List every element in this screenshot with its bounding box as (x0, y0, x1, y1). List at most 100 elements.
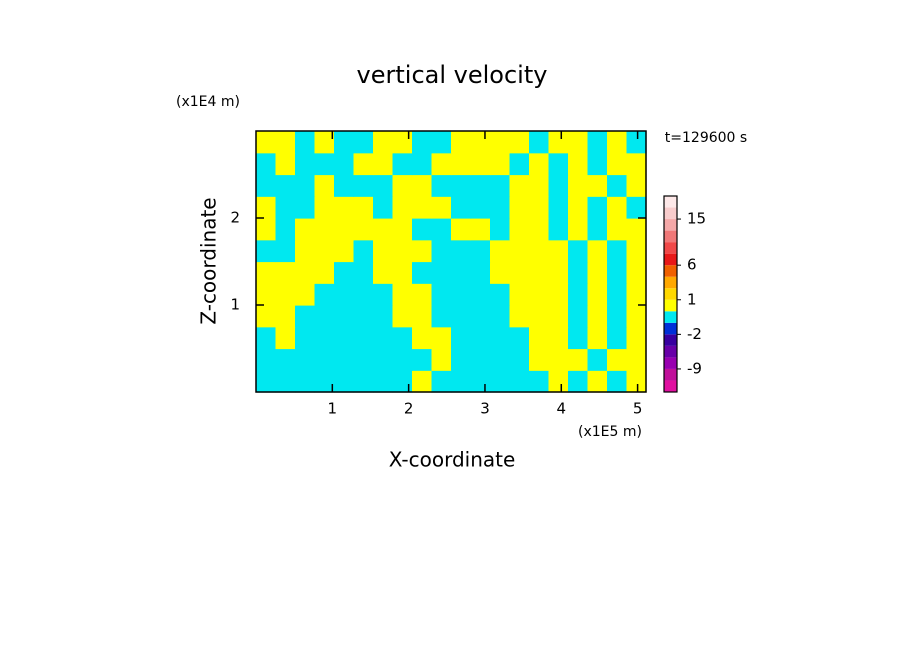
field-cell (275, 283, 296, 306)
field-cell (373, 174, 394, 197)
field-cell (392, 131, 413, 154)
colorbar-segment (664, 196, 677, 208)
field-cell (314, 174, 335, 197)
field-cell (490, 348, 511, 371)
field-cell (587, 305, 608, 328)
field-cell (607, 196, 628, 219)
field-cell (529, 152, 550, 176)
colorbar-segment (664, 242, 677, 254)
colorbar-segment (664, 253, 677, 266)
field-cell (431, 348, 452, 371)
colorbar-tick-label: 15 (687, 210, 706, 228)
field-cell (392, 326, 413, 350)
field-cell (314, 326, 335, 350)
field-cell (431, 174, 452, 197)
field-cell (314, 283, 335, 306)
field-cell (256, 261, 277, 284)
field-cell (256, 196, 277, 219)
field-cell (568, 370, 589, 393)
field-cell (392, 348, 413, 371)
field-cell (275, 348, 296, 371)
field-cell (451, 218, 472, 241)
field-cell (509, 131, 530, 154)
field-cell (548, 196, 569, 219)
field-cell (490, 131, 511, 154)
field-cell (626, 239, 647, 263)
field-cell (314, 348, 335, 371)
field-cell (334, 152, 355, 176)
field-cell (451, 305, 472, 328)
field-cell (412, 131, 433, 154)
field-cell (470, 283, 491, 306)
x-axis-label: X-coordinate (389, 448, 516, 472)
colorbar-segment (664, 334, 677, 346)
field-cell (587, 370, 608, 393)
field-cell (568, 326, 589, 350)
colorbar-segment (664, 368, 677, 381)
field-cell (412, 196, 433, 219)
field-cell (295, 305, 316, 328)
field-cell (431, 152, 452, 176)
field-cell (256, 348, 277, 371)
field-cell (392, 283, 413, 306)
field-cell (548, 239, 569, 263)
field-cell (607, 174, 628, 197)
field-cell (490, 326, 511, 350)
y-unit: (x1E4 m) (176, 94, 240, 110)
field-cell (607, 152, 628, 176)
field-cell (509, 239, 530, 263)
field-cell (529, 305, 550, 328)
field-cell (334, 348, 355, 371)
colorbar-tick-label: 6 (687, 256, 697, 274)
field-cell (275, 152, 296, 176)
colorbar-segment (664, 230, 677, 243)
field-cell (275, 196, 296, 219)
field-cell (295, 348, 316, 371)
field-cell (334, 218, 355, 241)
field-cell (392, 196, 413, 219)
field-cell (470, 326, 491, 350)
field-cell (470, 261, 491, 284)
field-cell (392, 239, 413, 263)
field-cell (626, 326, 647, 350)
colorbar-segment (664, 345, 677, 358)
colorbar-segment (664, 311, 677, 323)
field-cell (509, 370, 530, 393)
field-cell (275, 261, 296, 284)
x-tick-label: 5 (633, 400, 643, 418)
field-cell (626, 370, 647, 393)
field-cell (529, 370, 550, 393)
field-cell (275, 305, 296, 328)
field-cell (548, 326, 569, 350)
field-cell (451, 283, 472, 306)
field-cell (353, 370, 374, 393)
field-cell (626, 196, 647, 219)
field-cell (470, 218, 491, 241)
field-cell (568, 348, 589, 371)
field-cell (509, 174, 530, 197)
field-cell (451, 261, 472, 284)
field-cell (353, 283, 374, 306)
field-cell (568, 261, 589, 284)
field-cell (509, 305, 530, 328)
colorbar-segment (664, 357, 677, 369)
field-cell (568, 196, 589, 219)
field-cell (626, 348, 647, 371)
field-cell (587, 218, 608, 241)
field-cell (431, 370, 452, 393)
field-cell (607, 283, 628, 306)
field-cell (373, 370, 394, 393)
field-cell (587, 131, 608, 154)
chart-title: vertical velocity (357, 61, 548, 89)
field-cell (392, 218, 413, 241)
field-cell (568, 305, 589, 328)
field-cell (314, 152, 335, 176)
field-cell (607, 131, 628, 154)
field-cell (509, 152, 530, 176)
field-cell (412, 348, 433, 371)
field-cell (607, 326, 628, 350)
colorbar-segment (664, 288, 677, 300)
field-cell (256, 131, 277, 154)
